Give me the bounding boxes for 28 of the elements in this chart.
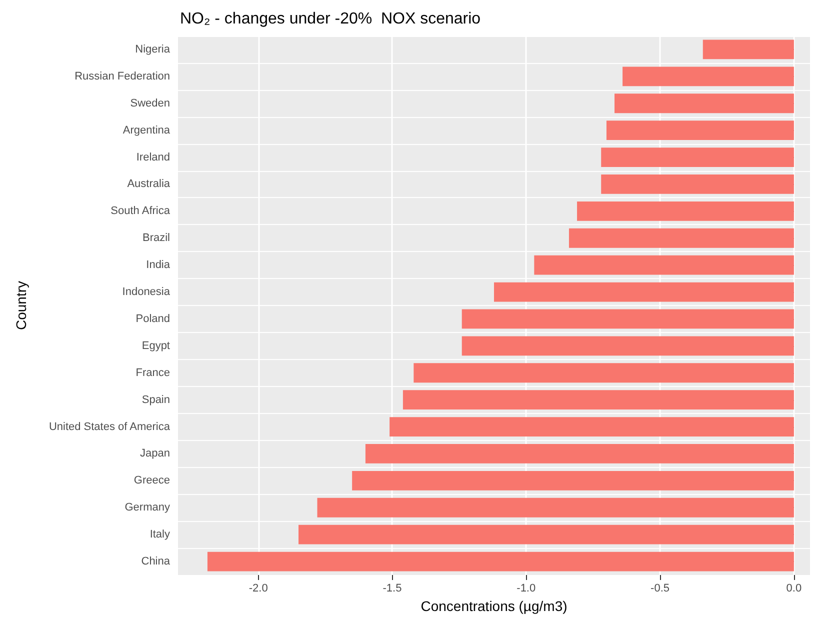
y-tick-label: Nigeria: [135, 43, 171, 56]
y-axis-title: Country: [13, 280, 29, 330]
y-tick-label: Indonesia: [122, 286, 171, 298]
y-tick-label: China: [141, 556, 171, 568]
y-tick-label: United States of America: [48, 420, 171, 433]
y-tick-label: Spain: [142, 394, 170, 406]
y-tick-label: South Africa: [110, 205, 171, 218]
y-tick-label: Germany: [124, 502, 170, 514]
x-tick-label: -2.0: [248, 582, 268, 594]
x-axis-title: Concentrations (µg/m3): [420, 598, 568, 614]
y-tick-label: Russian Federation: [74, 70, 170, 82]
y-tick-label: Japan: [140, 448, 170, 460]
x-tick-label: -1.5: [382, 582, 402, 594]
y-tick-label: Sweden: [130, 97, 170, 110]
x-tick-label: 0.0: [786, 582, 802, 594]
y-tick-label: India: [146, 259, 171, 272]
y-tick-label: France: [136, 366, 170, 379]
y-tick-label: Greece: [134, 474, 170, 487]
y-tick-label: Australia: [127, 178, 171, 190]
y-tick-label: Italy: [150, 528, 170, 541]
y-tick-label: Egypt: [142, 340, 170, 352]
y-tick-label: Argentina: [122, 124, 171, 136]
x-tick-label: -1.0: [516, 582, 536, 594]
x-tick-label: -0.5: [650, 582, 670, 594]
chart-title: NO₂ - changes under -20% NOX scenario: [180, 10, 481, 28]
y-tick-label: Ireland: [136, 151, 170, 164]
y-tick-label: Poland: [136, 312, 170, 325]
y-tick-label: Brazil: [142, 232, 170, 244]
